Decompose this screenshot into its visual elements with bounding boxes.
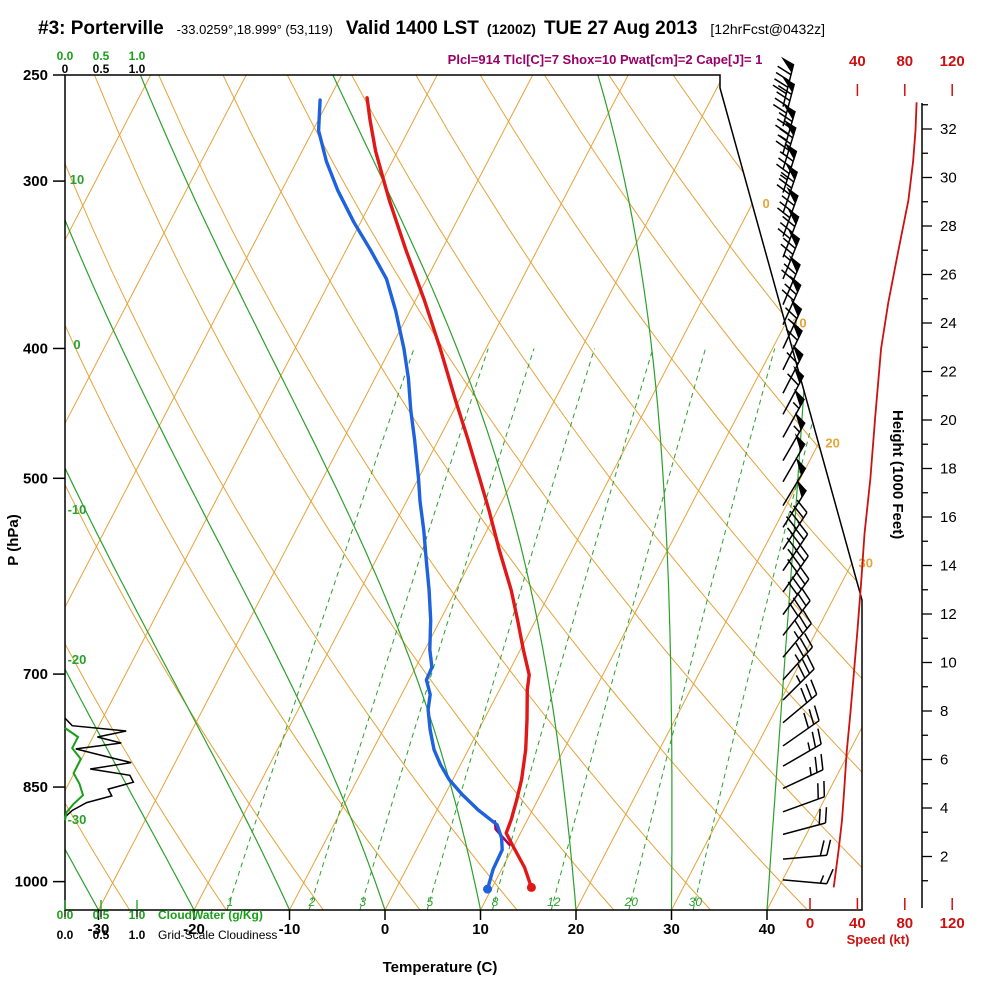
svg-text:26: 26 bbox=[940, 267, 957, 284]
speed-axis-label: Speed (kt) bbox=[847, 932, 910, 947]
svg-text:0.0: 0.0 bbox=[57, 928, 74, 942]
pressure-axis-label: P (hPa) bbox=[5, 514, 22, 565]
svg-text:80: 80 bbox=[896, 915, 913, 932]
svg-text:0: 0 bbox=[381, 921, 389, 938]
pressure-axis: 250 300 400 500 700 850 1000 P (hPa) bbox=[5, 67, 65, 891]
cloudiness-curve bbox=[64, 717, 135, 818]
dewpoint-curve bbox=[316, 98, 504, 894]
svg-text:1.0: 1.0 bbox=[129, 62, 146, 76]
svg-text:10: 10 bbox=[940, 655, 957, 672]
svg-text:12: 12 bbox=[547, 895, 561, 909]
svg-text:6: 6 bbox=[940, 752, 948, 769]
svg-text:30: 30 bbox=[859, 555, 873, 570]
svg-text:0: 0 bbox=[763, 196, 770, 211]
svg-text:-10: -10 bbox=[279, 921, 301, 938]
svg-text:28: 28 bbox=[940, 218, 957, 235]
svg-text:-30: -30 bbox=[68, 812, 87, 827]
svg-text:300: 300 bbox=[23, 173, 48, 190]
svg-text:0: 0 bbox=[62, 62, 69, 76]
svg-text:120: 120 bbox=[940, 53, 965, 70]
svg-text:1.0: 1.0 bbox=[129, 49, 146, 63]
svg-text:14: 14 bbox=[940, 558, 957, 575]
background-grid bbox=[65, 75, 862, 910]
svg-text:400: 400 bbox=[23, 340, 48, 357]
moist-adiabat-labels: 10 0 -10 -20 -30 bbox=[68, 172, 87, 827]
svg-text:1.0: 1.0 bbox=[129, 928, 146, 942]
cloudiness-label: Grid-Scale Cloudiness bbox=[158, 928, 277, 942]
svg-text:24: 24 bbox=[940, 315, 957, 332]
svg-text:30: 30 bbox=[940, 170, 957, 187]
svg-text:20: 20 bbox=[825, 435, 839, 450]
forecast-tag: [12hrFcst@0432z] bbox=[710, 21, 826, 37]
svg-text:12: 12 bbox=[940, 606, 957, 623]
svg-text:40: 40 bbox=[759, 921, 776, 938]
svg-text:8: 8 bbox=[940, 703, 948, 720]
station-coords: -33.0259°,18.999° (53,119) bbox=[176, 22, 333, 37]
valid-zulu: (1200Z) bbox=[486, 21, 536, 37]
temperature-axis-label: Temperature (C) bbox=[383, 959, 498, 976]
speed-axis: 0 40 80 120 40 80 120 Speed (kt) bbox=[806, 53, 965, 947]
title-bar: #3: Porterville -33.0259°,18.999° (53,11… bbox=[38, 18, 825, 40]
svg-text:18: 18 bbox=[940, 461, 957, 478]
svg-text:20: 20 bbox=[568, 921, 585, 938]
svg-text:22: 22 bbox=[940, 364, 957, 381]
svg-text:700: 700 bbox=[23, 666, 48, 683]
svg-text:850: 850 bbox=[23, 779, 48, 796]
speed-curve bbox=[832, 102, 918, 888]
svg-text:0: 0 bbox=[73, 337, 80, 352]
svg-text:250: 250 bbox=[23, 67, 48, 84]
svg-text:16: 16 bbox=[940, 509, 957, 526]
svg-text:30: 30 bbox=[689, 895, 703, 909]
svg-text:1: 1 bbox=[227, 895, 234, 909]
svg-text:-20: -20 bbox=[183, 921, 205, 938]
svg-text:0.5: 0.5 bbox=[93, 49, 110, 63]
valid-date: TUE 27 Aug 2013 bbox=[543, 18, 698, 39]
svg-text:2: 2 bbox=[308, 895, 316, 909]
svg-text:80: 80 bbox=[896, 53, 913, 70]
svg-text:8: 8 bbox=[492, 895, 499, 909]
cloudwater-label: CloudWater (g/Kg) bbox=[158, 908, 263, 922]
svg-text:4: 4 bbox=[940, 800, 948, 817]
svg-text:0.5: 0.5 bbox=[93, 928, 110, 942]
svg-text:2: 2 bbox=[940, 849, 948, 866]
svg-text:20: 20 bbox=[624, 895, 639, 909]
svg-text:-30: -30 bbox=[88, 921, 110, 938]
valid-time: Valid 1400 LST bbox=[345, 18, 479, 39]
svg-text:40: 40 bbox=[849, 915, 866, 932]
temperature-curve bbox=[365, 96, 536, 892]
svg-text:5: 5 bbox=[427, 895, 434, 909]
mixing-ratio-labels: 1 2 3 5 8 12 20 30 bbox=[227, 895, 703, 909]
temperature-axis: -30 -20 -10 0 10 20 30 40 Temperature (C) bbox=[88, 910, 776, 976]
svg-text:-20: -20 bbox=[68, 652, 87, 667]
height-axis-label: Height (1000 Feet) bbox=[889, 410, 906, 539]
svg-text:10: 10 bbox=[472, 921, 489, 938]
wind-barbs bbox=[772, 56, 834, 885]
svg-text:20: 20 bbox=[940, 412, 957, 429]
svg-text:10: 10 bbox=[70, 172, 84, 187]
svg-text:30: 30 bbox=[663, 921, 680, 938]
svg-text:0.0: 0.0 bbox=[57, 49, 74, 63]
svg-text:500: 500 bbox=[23, 470, 48, 487]
station-title: #3: Porterville bbox=[38, 18, 164, 39]
sounding-parameters: Plcl=914 Tlcl[C]=7 Shox=10 Pwat[cm]=2 Ca… bbox=[447, 52, 763, 67]
svg-text:32: 32 bbox=[940, 121, 957, 138]
svg-text:3: 3 bbox=[359, 895, 366, 909]
svg-text:0.5: 0.5 bbox=[93, 62, 110, 76]
svg-text:0: 0 bbox=[806, 915, 814, 932]
svg-text:40: 40 bbox=[849, 53, 866, 70]
svg-text:1000: 1000 bbox=[15, 874, 48, 891]
cloud-scales: 0.0 0.5 1.00 0.5 1.00.0 0.5 1.00.0 0.5 1.0CloudW… bbox=[57, 49, 278, 942]
cloudwater-curve bbox=[64, 727, 85, 821]
svg-text:120: 120 bbox=[940, 915, 965, 932]
svg-text:-10: -10 bbox=[68, 502, 87, 517]
